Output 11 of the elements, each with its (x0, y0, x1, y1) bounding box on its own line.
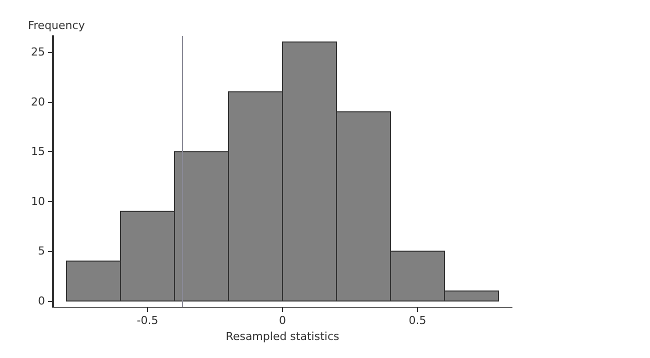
y-tick-label: 0 (38, 294, 45, 308)
y-axis-title: Frequency (28, 19, 86, 32)
y-tick-label: 15 (31, 145, 45, 158)
y-tick-label: 20 (31, 95, 45, 108)
y-tick-label: 5 (38, 244, 45, 258)
x-tick-label: 0.5 (408, 314, 426, 327)
y-tick-label: 25 (31, 45, 45, 58)
x-tick-label: -0.5 (136, 314, 158, 327)
x-axis-title: Resampled statistics (226, 330, 340, 343)
y-tick-label: 10 (31, 194, 45, 208)
x-tick-label: 0 (279, 314, 286, 327)
